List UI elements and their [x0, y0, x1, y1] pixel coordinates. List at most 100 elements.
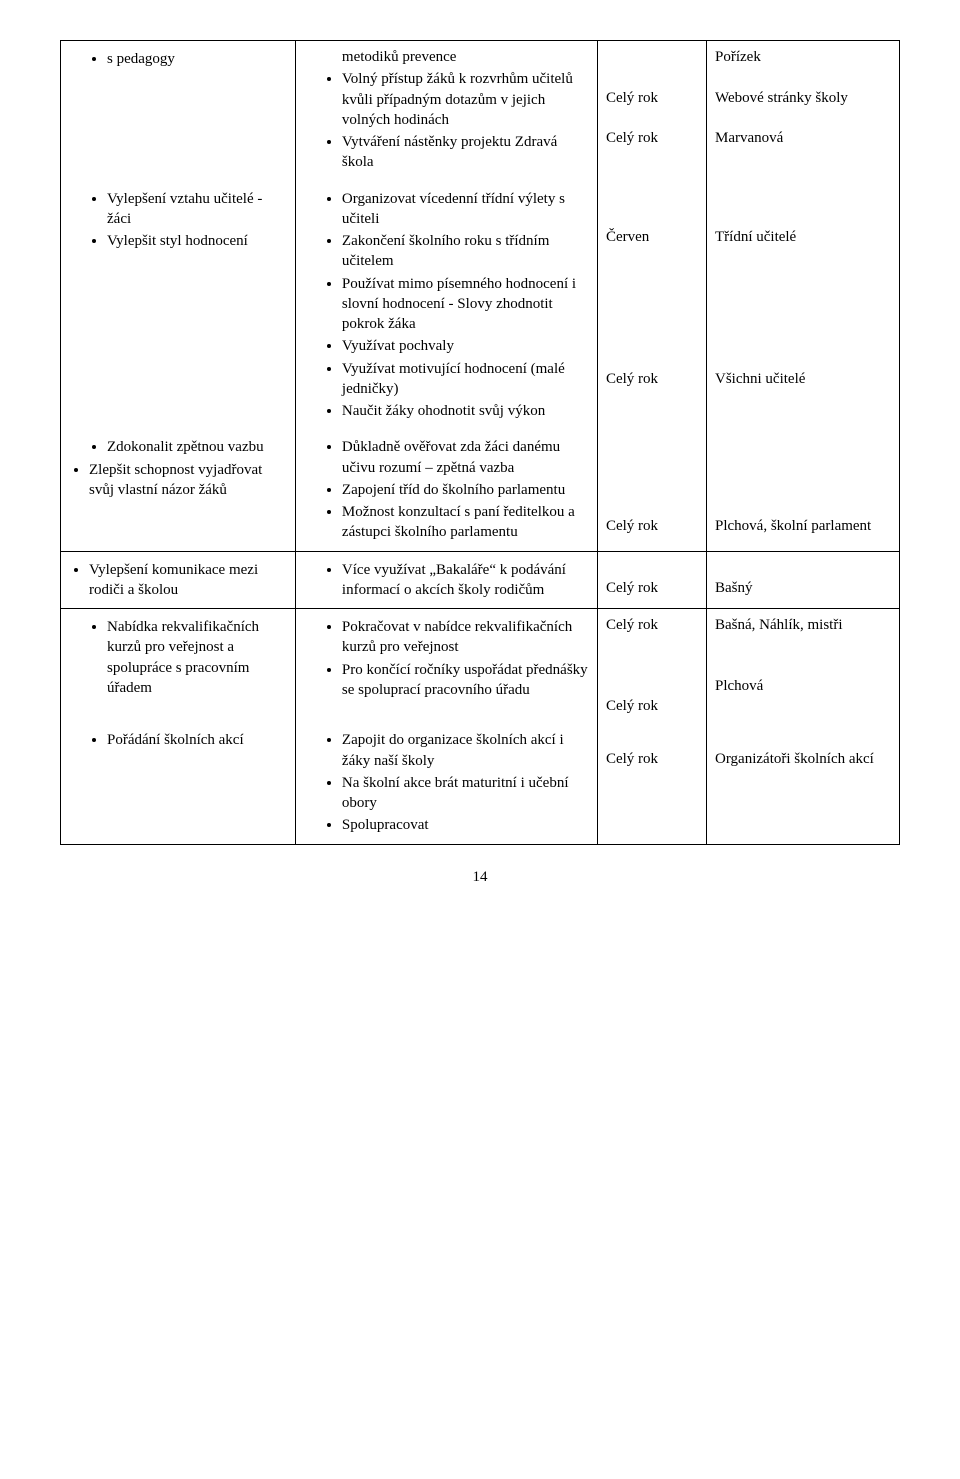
cell-line — [715, 268, 891, 288]
cell-line: Marvanová — [715, 128, 891, 148]
list-item: Využívat pochvaly — [342, 336, 589, 356]
page-number: 14 — [60, 869, 900, 886]
cell-term: Celý rok — [597, 551, 706, 609]
cell-line — [606, 435, 698, 455]
cell-action: metodiků prevenceVolný přístup žáků k ro… — [295, 41, 597, 181]
cell-line — [715, 476, 891, 496]
cell-line: Webové stránky školy — [715, 88, 891, 108]
cell-line — [606, 656, 698, 676]
cell-line — [715, 656, 891, 676]
list-item: Spolupracovat — [342, 815, 589, 835]
cell-line: Všichni učitelé — [715, 369, 891, 389]
list-item: Více využívat „Bakaláře“ k podávání info… — [342, 560, 589, 601]
cell-line — [715, 108, 891, 128]
cell-line: Organizátoři školních akcí — [715, 749, 891, 769]
cell-line — [715, 288, 891, 308]
cell-term: Červen Celý rok — [597, 181, 706, 430]
cell-line: Bašná, Náhlík, mistři — [715, 615, 891, 635]
list-item: Volný přístup žáků k rozvrhům učitelů kv… — [342, 69, 589, 130]
list-item: Vylepšení komunikace mezi rodiči a školo… — [89, 560, 287, 601]
list-item: Pro končící ročníky uspořádat přednášky … — [342, 660, 589, 701]
list-item: s pedagogy — [107, 49, 287, 69]
list-item: Využívat motivující hodnocení (malé jedn… — [342, 359, 589, 400]
cell-line: Plchová, školní parlament — [715, 516, 891, 536]
cell-line — [715, 308, 891, 328]
cell-line — [715, 207, 891, 227]
cell-line — [606, 67, 698, 87]
cell-action: Zapojit do organizace školních akcí i žá… — [295, 722, 597, 844]
cell-line — [715, 496, 891, 516]
cell-line: Celý rok — [606, 128, 698, 148]
cell-line: Celý rok — [606, 749, 698, 769]
cell-owner: Bašná, Náhlík, mistři Plchová — [707, 609, 900, 723]
cell-line — [606, 456, 698, 476]
cell-line — [606, 635, 698, 655]
list-item: Zapojení tříd do školního parlamentu — [342, 480, 589, 500]
cell-line: Pořízek — [715, 47, 891, 67]
list-item: Nabídka rekvalifikačních kurzů pro veřej… — [107, 617, 287, 698]
cell-line — [715, 635, 891, 655]
cell-line — [606, 558, 698, 578]
cell-line: Celý rok — [606, 578, 698, 598]
cell-line — [606, 476, 698, 496]
list-item: Zakončení školního roku s třídním učitel… — [342, 231, 589, 272]
list-item: Zapojit do organizace školních akcí i žá… — [342, 730, 589, 771]
cell-line — [606, 308, 698, 328]
cell-line — [606, 268, 698, 288]
cell-goal: Nabídka rekvalifikačních kurzů pro veřej… — [61, 609, 296, 723]
list-item: Pořádání školních akcí — [107, 730, 287, 750]
list-item: Zlepšit schopnost vyjadřovat svůj vlastn… — [89, 460, 287, 501]
cell-line — [606, 676, 698, 696]
list-item: Pokračovat v nabídce rekvalifikačních ku… — [342, 617, 589, 658]
cell-action: Organizovat vícedenní třídní výlety s uč… — [295, 181, 597, 430]
cell-line — [715, 435, 891, 455]
cell-line: Plchová — [715, 676, 891, 696]
list-item: Důkladně ověřovat zda žáci danému učivu … — [342, 437, 589, 478]
cell-line: Celý rok — [606, 615, 698, 635]
cell-line — [606, 47, 698, 67]
cell-goal: Vylepšení vztahu učitelé - žáciVylepšit … — [61, 181, 296, 430]
cell-line — [606, 187, 698, 207]
cell-line — [606, 108, 698, 128]
cell-line — [715, 349, 891, 369]
cell-line — [715, 456, 891, 476]
cell-owner: Třídní učitelé Všichni učitelé — [707, 181, 900, 430]
list-item: Možnost konzultací s paní ředitelkou a z… — [342, 502, 589, 543]
list-item: Zdokonalit zpětnou vazbu — [107, 437, 287, 457]
cell-goal: Vylepšení komunikace mezi rodiči a školo… — [61, 551, 296, 609]
cell-line: Třídní učitelé — [715, 227, 891, 247]
list-item: Vytváření nástěnky projektu Zdravá škola — [342, 132, 589, 173]
cell-action: Pokračovat v nabídce rekvalifikačních ku… — [295, 609, 597, 723]
cell-line: Celý rok — [606, 369, 698, 389]
cell-line — [715, 328, 891, 348]
cell-line: Celý rok — [606, 516, 698, 536]
cell-line: Červen — [606, 227, 698, 247]
list-item: Naučit žáky ohodnotit svůj výkon — [342, 401, 589, 421]
cell-goal: Pořádání školních akcí — [61, 722, 296, 844]
cell-owner: Organizátoři školních akcí — [707, 722, 900, 844]
document-table: s pedagogy metodiků prevenceVolný přístup… — [60, 40, 900, 845]
cell-action: Více využívat „Bakaláře“ k podávání info… — [295, 551, 597, 609]
cell-goal: s pedagogy — [61, 41, 296, 181]
list-item: Organizovat vícedenní třídní výlety s uč… — [342, 189, 589, 230]
cell-line — [715, 67, 891, 87]
cell-owner: Bašný — [707, 551, 900, 609]
cell-line: Bašný — [715, 578, 891, 598]
cell-owner: Plchová, školní parlament — [707, 429, 900, 551]
cell-line: Celý rok — [606, 88, 698, 108]
cell-term: Celý rok Celý rok — [597, 609, 706, 723]
cell-owner: Pořízek Webové stránky školy Marvanová — [707, 41, 900, 181]
cell-term: Celý rok Celý rok — [597, 41, 706, 181]
list-item: Vylepšit styl hodnocení — [107, 231, 287, 251]
cell-line — [715, 247, 891, 267]
list-item: Na školní akce brát maturitní i učební o… — [342, 773, 589, 814]
cell-line — [606, 207, 698, 227]
cell-term: Celý rok — [597, 429, 706, 551]
cell-line: Celý rok — [606, 696, 698, 716]
cell-line — [715, 728, 891, 748]
cell-goal: Zdokonalit zpětnou vazbu Zlepšit schopnos… — [61, 429, 296, 551]
cell-term: Celý rok — [597, 722, 706, 844]
cell-line — [606, 288, 698, 308]
cell-line — [606, 247, 698, 267]
cell-line — [606, 728, 698, 748]
